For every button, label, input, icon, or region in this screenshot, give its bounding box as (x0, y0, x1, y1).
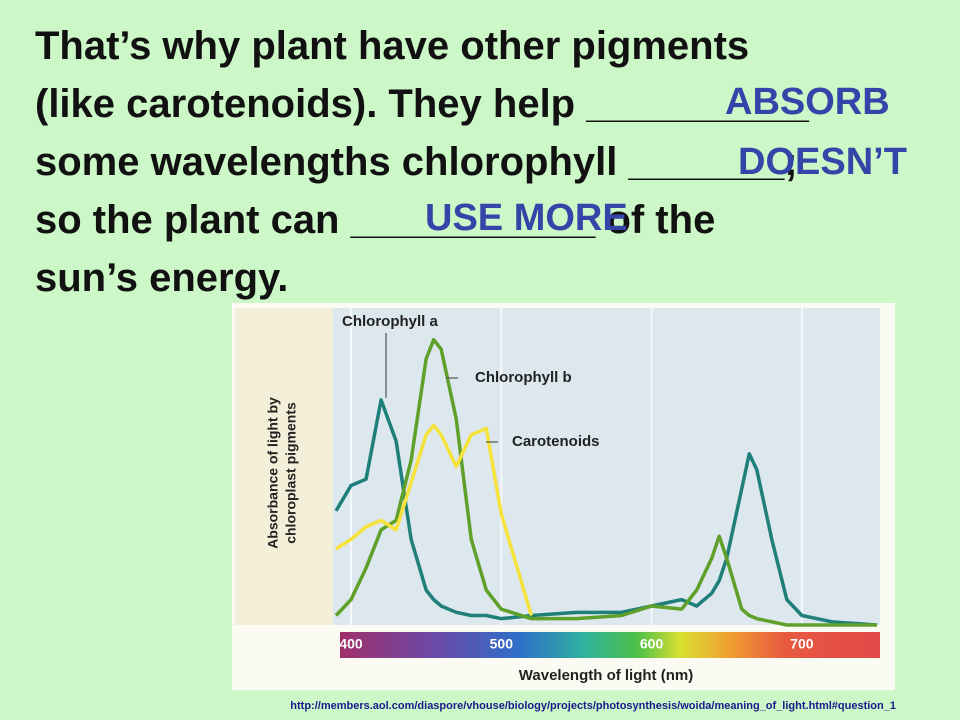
x-axis-label: Wavelength of light (nm) (519, 667, 693, 684)
source-link: http://members.aol.com/diaspore/vhouse/b… (290, 700, 896, 712)
blank: _______ (628, 140, 785, 184)
text: That’s why plant have other pigments (35, 24, 750, 68)
spectrum-bar (340, 632, 880, 658)
text: some wavelengths chlorophyll (35, 140, 629, 184)
y-axis-label: chloroplast pigments (283, 402, 299, 544)
text: ; (784, 140, 798, 184)
x-tick-label: 400 (339, 636, 363, 652)
text: of the (595, 198, 716, 242)
answer: ABSORB (725, 81, 890, 123)
series-line (335, 423, 534, 616)
text: (like carotenoids). They help (35, 82, 587, 126)
legend-label: Chlorophyll a (342, 313, 438, 330)
x-tick-label: 500 (490, 636, 514, 652)
answer: USE MORE (425, 197, 628, 239)
text: so the plant can (35, 198, 351, 242)
series-line (334, 337, 877, 627)
text-line: (like carotenoids). They help __________ (35, 80, 809, 128)
blank: ___________ (350, 198, 596, 242)
text-line: That’s why plant have other pigments (35, 22, 749, 70)
legend-label: Carotenoids (512, 433, 600, 450)
chart: Wavelength of light (nm) Absorbance of l… (232, 303, 895, 690)
label-strip (235, 308, 333, 625)
text: sun’s energy. (35, 256, 289, 300)
text-line: sun’s energy. (35, 254, 288, 302)
text-line: so the plant can ___________ of the (35, 196, 715, 244)
answer: DOESN’T (738, 141, 907, 183)
series-line (334, 398, 878, 627)
y-axis-label: Absorbance of light by (265, 397, 281, 549)
legend-label: Chlorophyll b (475, 369, 572, 386)
blank: __________ (586, 82, 809, 126)
x-tick-label: 700 (790, 636, 814, 652)
x-tick-label: 600 (640, 636, 664, 652)
text-line: some wavelengths chlorophyll _______; (35, 138, 798, 186)
